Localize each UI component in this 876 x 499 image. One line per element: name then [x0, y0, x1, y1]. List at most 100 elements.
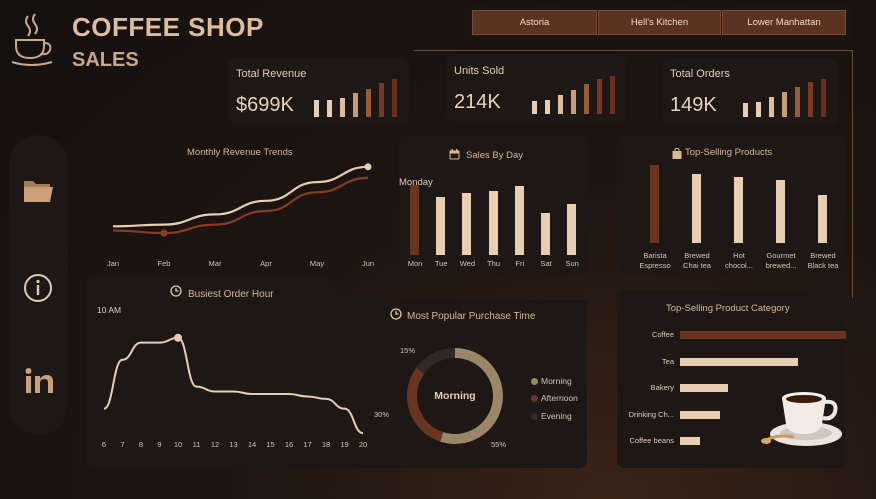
- legend-evening: Evening: [531, 411, 572, 421]
- day-bar: [488, 191, 498, 255]
- frame-line-top: [414, 50, 852, 51]
- info-icon[interactable]: [23, 273, 53, 303]
- legend-label: Evening: [541, 411, 572, 421]
- kpi-spark-bar: [795, 86, 800, 117]
- shopping-bag-icon: [672, 146, 682, 159]
- clock-icon: [170, 284, 182, 297]
- chart-title: Sales By Day: [466, 150, 524, 161]
- calendar-icon: [449, 147, 460, 160]
- category-bar: [680, 384, 729, 392]
- day-bar: [436, 197, 446, 255]
- sales-by-day-panel: Sales By Day Monday Mon Tue Wed Thu Fri Sat Su…: [399, 135, 588, 273]
- slice-label-evening: 15%: [400, 346, 416, 355]
- x-tick-label: 18: [321, 440, 331, 449]
- peak-point: [174, 333, 182, 342]
- x-tick-label: 19: [340, 440, 349, 449]
- kpi-spark-bar: [392, 79, 397, 117]
- chart-title: Most Popular Purchase Time: [407, 311, 536, 322]
- peak-label: 10 AM: [97, 305, 122, 315]
- kpi-spark-bar: [782, 92, 787, 117]
- kpi-spark-bar: [756, 101, 761, 117]
- clock-icon-2: [390, 307, 402, 320]
- chart-title: Top-Selling Products: [685, 147, 773, 158]
- kpi-sparkbars: [314, 79, 397, 117]
- product-bar: [818, 195, 827, 243]
- y-tick-label: Coffee: [652, 330, 674, 339]
- donut-slice-evening: [416, 348, 455, 374]
- slice-label-afternoon: 30%: [374, 410, 390, 419]
- donut-slice-morning: [440, 348, 503, 444]
- day-bar: [462, 193, 472, 255]
- x-tick-label: 12: [210, 440, 220, 449]
- kpi-spark-bar: [584, 83, 589, 114]
- filter-tab-lower-manhattan[interactable]: Lower Manhattan: [722, 10, 846, 35]
- x-tick-label: Sun: [565, 259, 579, 268]
- x-tick-label: Hot chocol...: [725, 251, 753, 270]
- frame-line-right: [852, 50, 853, 298]
- legend-swatch: [531, 395, 538, 402]
- coffee-cup-illustration: [760, 378, 844, 454]
- x-tick-label: Feb: [157, 259, 171, 268]
- category-bar: [680, 410, 720, 419]
- busiest-hour-panel: [86, 275, 587, 468]
- day-bar: [410, 185, 419, 255]
- y-tick-label: Tea: [661, 356, 674, 366]
- revenue-point: [160, 229, 168, 237]
- revenue-point: [364, 163, 372, 171]
- donut-center-label: Morning: [434, 390, 476, 402]
- x-tick-label: 8: [138, 440, 144, 449]
- x-tick-label: Jun: [361, 259, 375, 268]
- kpi-value: $699K: [236, 94, 294, 116]
- folder-icon[interactable]: [22, 176, 54, 204]
- y-tick-label: Drinking Ch...: [628, 409, 674, 419]
- category-bar: [680, 357, 798, 366]
- x-tick-label: Tue: [434, 259, 448, 268]
- day-bar: [567, 204, 577, 255]
- product-bar: [650, 165, 659, 243]
- x-tick-label: Sat: [540, 259, 552, 268]
- chart-title: Top-Selling Product Category: [666, 303, 790, 314]
- busiest-hour-chart: [103, 333, 364, 435]
- legend-morning: Morning: [531, 376, 572, 386]
- y-tick-label: Bakery: [650, 383, 674, 392]
- product-bar: [776, 179, 785, 243]
- x-tick-label: Thu: [487, 259, 501, 268]
- slice-label-morning: 55%: [491, 440, 507, 449]
- kpi-spark-bar: [532, 100, 537, 114]
- x-tick-label: May: [309, 259, 325, 268]
- legend-swatch: [531, 378, 538, 385]
- top-products-panel: Top-Selling Products Barista Espresso Bre…: [617, 135, 846, 273]
- monthly-revenue-panel: Monthly Revenue Trends Jan Feb Mar Apr May Ju…: [88, 135, 390, 270]
- product-bar: [734, 177, 743, 243]
- product-bar: [692, 174, 701, 243]
- x-tick-label: 10: [173, 440, 183, 449]
- x-tick-label: Gourmet brewed...: [765, 251, 797, 270]
- kpi-sparkbars: [532, 76, 615, 114]
- x-tick-label: 14: [247, 440, 257, 449]
- kpi-card-total-revenue: Total Revenue $699K: [228, 58, 409, 125]
- x-tick-label: Wed: [459, 259, 476, 268]
- category-bar: [680, 437, 700, 445]
- filter-tab-astoria[interactable]: Astoria: [472, 10, 597, 35]
- kpi-title: Total Orders: [670, 68, 730, 80]
- kpi-spark-bar: [743, 102, 748, 117]
- y-tick-label: Coffee beans: [629, 436, 674, 445]
- chart-title: Busiest Order Hour: [188, 289, 274, 300]
- filter-tab-hells-kitchen[interactable]: Hell's Kitchen: [598, 10, 721, 35]
- hour-series-line: [103, 336, 364, 435]
- highlight-label: Monday: [399, 177, 433, 188]
- kpi-spark-bar: [353, 93, 358, 117]
- x-tick-label: Mon: [407, 259, 423, 268]
- x-tick-label: 6: [101, 440, 107, 449]
- x-tick-label: Barista Espresso: [639, 251, 671, 270]
- x-tick-label: 9: [157, 440, 162, 449]
- legend-swatch: [531, 413, 538, 420]
- legend-label: Afternoon: [541, 393, 578, 403]
- purchase-time-donut: [407, 348, 503, 444]
- x-tick-label: Apr: [260, 259, 272, 268]
- x-tick-label: Brewed Chai tea: [683, 251, 711, 270]
- kpi-card-total-orders: Total Orders 149K: [662, 58, 838, 125]
- kpi-spark-bar: [769, 97, 774, 117]
- x-tick-label: 15: [266, 440, 275, 449]
- linkedin-icon[interactable]: [24, 367, 54, 395]
